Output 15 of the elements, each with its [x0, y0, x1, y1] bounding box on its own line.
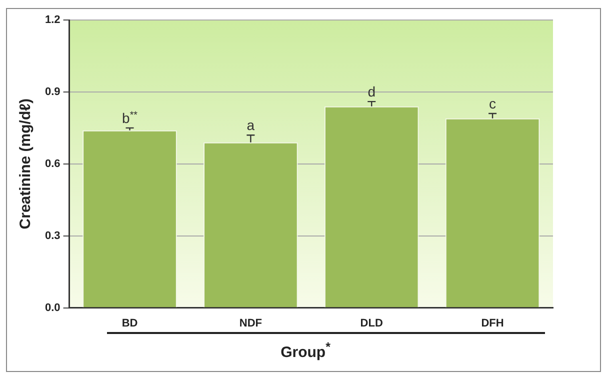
x-axis-title: Group$^{*}$ — [280, 340, 332, 361]
annotation: a — [246, 116, 255, 133]
x-tick-label: DFH — [481, 317, 504, 330]
y-tick-label: 0.6 — [44, 158, 60, 170]
y-tick-label: 1.2 — [44, 14, 60, 26]
y-tick-label: 0.9 — [44, 86, 60, 98]
y-tick-label: 0.0 — [44, 302, 60, 314]
annotation: b** — [122, 110, 138, 126]
x-tick-label: BD — [122, 317, 138, 330]
x-tick-label: DLD — [360, 317, 383, 330]
x-tick-label: NDF — [239, 317, 262, 330]
annotation: d — [368, 83, 376, 100]
y-axis-title: Creatinine (mg/dℓ) — [17, 98, 34, 230]
annotation: c — [489, 95, 496, 112]
y-tick-label: 0.3 — [44, 230, 60, 242]
